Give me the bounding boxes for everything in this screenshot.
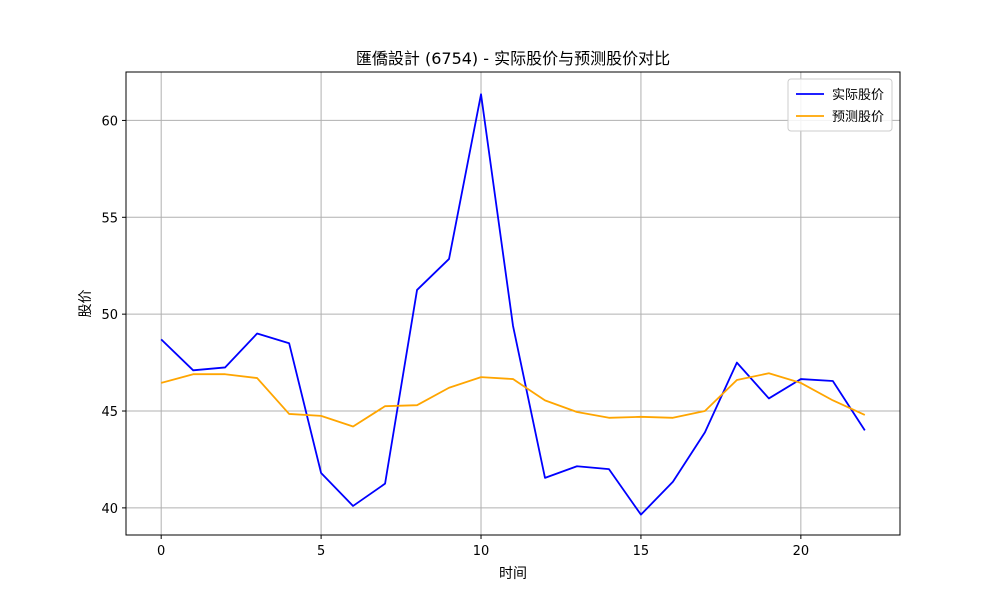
y-tick-label: 55 (101, 211, 118, 226)
chart-title: 匯僑設計 (6754) - 实际股价与预测股价对比 (356, 49, 670, 68)
x-tick-label: 15 (633, 544, 650, 559)
legend-box (787, 78, 893, 132)
legend-label: 预测股价 (832, 110, 884, 125)
series-lines (160, 93, 866, 516)
grid-lines (126, 72, 900, 535)
y-tick-label: 60 (101, 114, 118, 129)
plot-frame (125, 71, 901, 536)
x-tick-label: 20 (793, 544, 810, 559)
series-line-1 (160, 93, 866, 516)
axis-ticks: 0 5 10 15 20 40 45 50 55 60 (101, 114, 809, 559)
legend-label: 实际股价 (832, 88, 884, 103)
y-axis-label: 股价 (78, 290, 94, 318)
series-line-2 (160, 372, 866, 428)
x-axis-label: 时间 (499, 566, 527, 582)
y-tick-label: 40 (101, 502, 118, 517)
x-tick-label: 0 (157, 544, 165, 559)
y-tick-label: 45 (101, 405, 118, 420)
y-tick-label: 50 (101, 308, 118, 323)
x-tick-label: 5 (317, 544, 325, 559)
x-tick-label: 10 (473, 544, 490, 559)
